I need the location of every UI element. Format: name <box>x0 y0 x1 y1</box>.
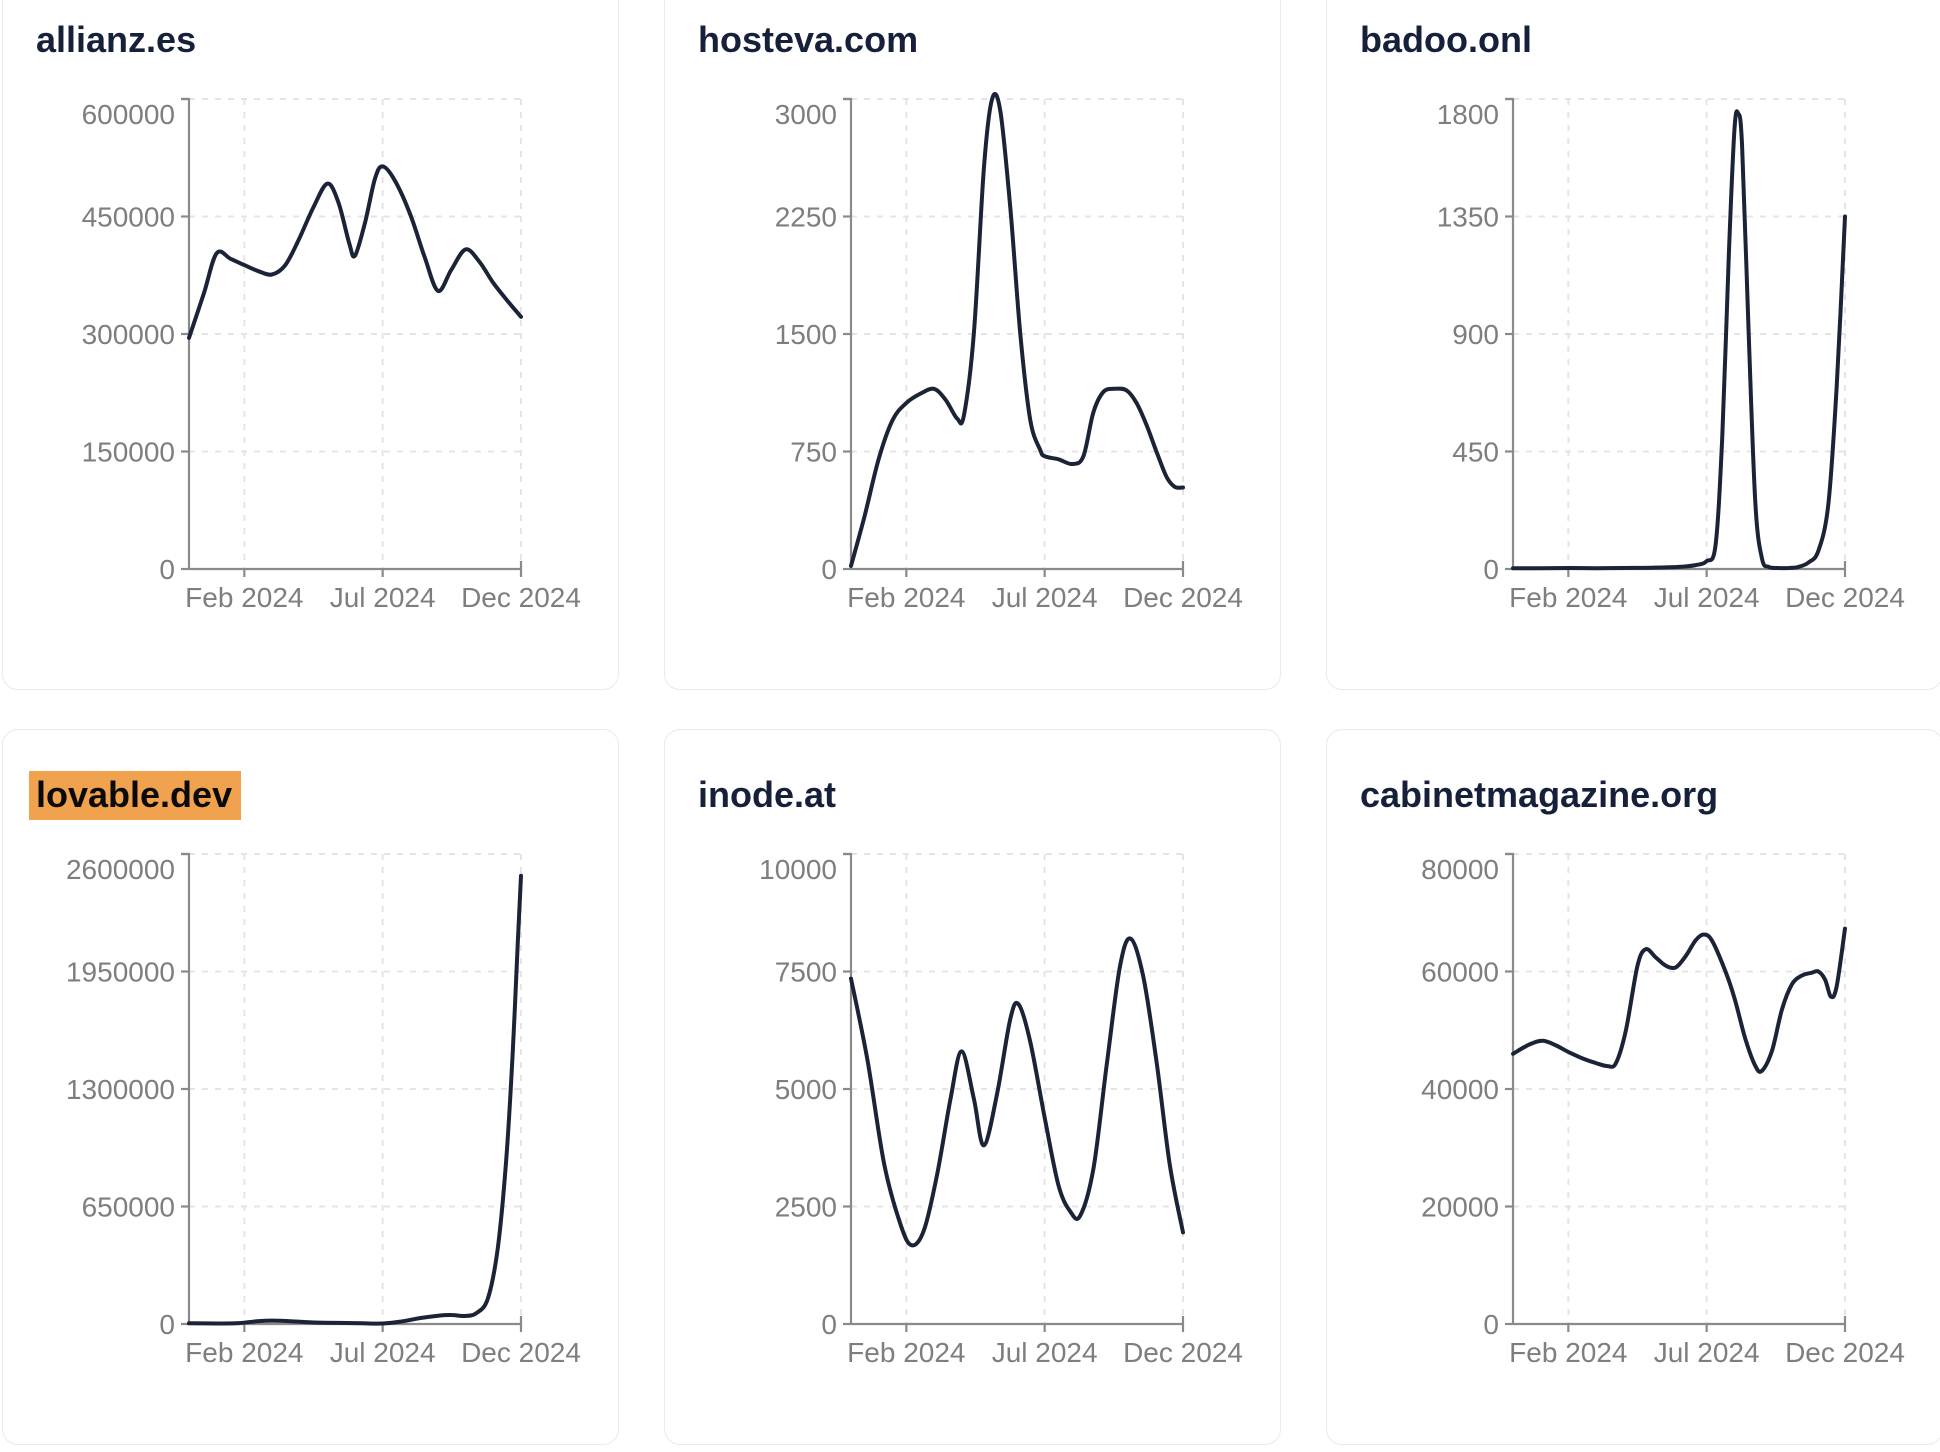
svg-text:Dec 2024: Dec 2024 <box>1785 582 1905 613</box>
card-title: cabinetmagazine.org <box>1360 774 1718 816</box>
card-title: allianz.es <box>36 19 196 61</box>
svg-text:Feb 2024: Feb 2024 <box>1509 1337 1627 1368</box>
svg-text:Dec 2024: Dec 2024 <box>461 1337 581 1368</box>
chart-card-hosteva-com: hosteva.com 0 750 1500 2250 3000 Feb 2024 Jul … <box>664 0 1281 690</box>
svg-text:900: 900 <box>1452 319 1499 350</box>
svg-text:Jul 2024: Jul 2024 <box>1654 1337 1760 1368</box>
line-chart: 0 750 1500 2250 3000 Feb 2024 Jul 2024 Dec 2024 <box>775 91 1243 613</box>
svg-text:Jul 2024: Jul 2024 <box>1654 582 1760 613</box>
svg-text:Feb 2024: Feb 2024 <box>185 582 303 613</box>
svg-text:0: 0 <box>1483 1309 1499 1340</box>
svg-text:20000: 20000 <box>1421 1192 1499 1223</box>
svg-text:Jul 2024: Jul 2024 <box>330 1337 436 1368</box>
svg-text:1350: 1350 <box>1437 202 1499 233</box>
svg-text:0: 0 <box>821 1309 837 1340</box>
line-chart: 0 450 900 1350 1800 Feb 2024 Jul 2024 Dec 2024 <box>1437 97 1905 613</box>
svg-text:1800: 1800 <box>1437 99 1499 130</box>
svg-text:Jul 2024: Jul 2024 <box>992 1337 1098 1368</box>
svg-text:80000: 80000 <box>1421 854 1499 885</box>
svg-text:7500: 7500 <box>775 957 837 988</box>
line-chart: 0 650000 1300000 1950000 2600000 Feb 2024 Jul … <box>66 852 581 1368</box>
line-chart: 0 150000 300000 450000 600000 Feb 2024 Jul 202… <box>82 97 581 613</box>
svg-text:Feb 2024: Feb 2024 <box>847 582 965 613</box>
chart-card-allianz-es: allianz.es 0 150000 300000 450000 600000 Feb … <box>2 0 619 690</box>
svg-text:10000: 10000 <box>759 854 837 885</box>
line-chart: 0 20000 40000 60000 80000 Feb 2024 Jul 2024 Dec… <box>1421 852 1905 1368</box>
card-title: inode.at <box>698 774 836 816</box>
chart-card-inode-at: inode.at 0 2500 5000 7500 10000 Feb 2024 Jul 2… <box>664 729 1281 1445</box>
svg-text:60000: 60000 <box>1421 957 1499 988</box>
domain-label: hosteva.com <box>698 19 919 60</box>
svg-text:2250: 2250 <box>775 202 837 233</box>
svg-text:750: 750 <box>790 437 837 468</box>
svg-text:0: 0 <box>159 554 175 585</box>
svg-text:0: 0 <box>1483 554 1499 585</box>
svg-text:Feb 2024: Feb 2024 <box>847 1337 965 1368</box>
domain-label: cabinetmagazine.org <box>1360 774 1719 815</box>
svg-text:Dec 2024: Dec 2024 <box>1123 1337 1243 1368</box>
svg-text:450000: 450000 <box>82 202 175 233</box>
svg-text:600000: 600000 <box>82 99 175 130</box>
svg-text:450: 450 <box>1452 437 1499 468</box>
svg-text:Jul 2024: Jul 2024 <box>330 582 436 613</box>
domain-label: allianz.es <box>36 19 197 60</box>
svg-text:1300000: 1300000 <box>66 1074 175 1105</box>
svg-text:650000: 650000 <box>82 1192 175 1223</box>
card-title: lovable.dev <box>29 771 242 820</box>
svg-text:2500: 2500 <box>775 1192 837 1223</box>
svg-text:150000: 150000 <box>82 437 175 468</box>
svg-text:Dec 2024: Dec 2024 <box>461 582 581 613</box>
svg-text:1950000: 1950000 <box>66 957 175 988</box>
card-title: hosteva.com <box>698 19 918 61</box>
svg-text:Dec 2024: Dec 2024 <box>1785 1337 1905 1368</box>
svg-text:Jul 2024: Jul 2024 <box>992 582 1098 613</box>
chart-card-badoo-onl: badoo.onl 0 450 900 1350 1800 Feb 2024 Jul 202… <box>1326 0 1940 690</box>
chart-card-cabinetmagazine-org: cabinetmagazine.org 0 20000 40000 60000 8000… <box>1326 729 1940 1445</box>
domain-label: inode.at <box>698 774 837 815</box>
svg-text:0: 0 <box>159 1309 175 1340</box>
svg-text:Dec 2024: Dec 2024 <box>1123 582 1243 613</box>
line-chart: 0 2500 5000 7500 10000 Feb 2024 Jul 2024 Dec 20… <box>759 852 1243 1368</box>
card-title: badoo.onl <box>1360 19 1532 61</box>
svg-text:40000: 40000 <box>1421 1074 1499 1105</box>
svg-text:1500: 1500 <box>775 319 837 350</box>
svg-text:0: 0 <box>821 554 837 585</box>
svg-text:Feb 2024: Feb 2024 <box>185 1337 303 1368</box>
svg-text:3000: 3000 <box>775 99 837 130</box>
svg-text:Feb 2024: Feb 2024 <box>1509 582 1627 613</box>
svg-text:2600000: 2600000 <box>66 854 175 885</box>
domain-label: badoo.onl <box>1360 19 1532 60</box>
svg-text:300000: 300000 <box>82 319 175 350</box>
chart-card-lovable-dev: lovable.dev 0 650000 1300000 1950000 2600000… <box>2 729 619 1445</box>
svg-text:5000: 5000 <box>775 1074 837 1105</box>
highlighted-domain-label: lovable.dev <box>29 771 242 820</box>
